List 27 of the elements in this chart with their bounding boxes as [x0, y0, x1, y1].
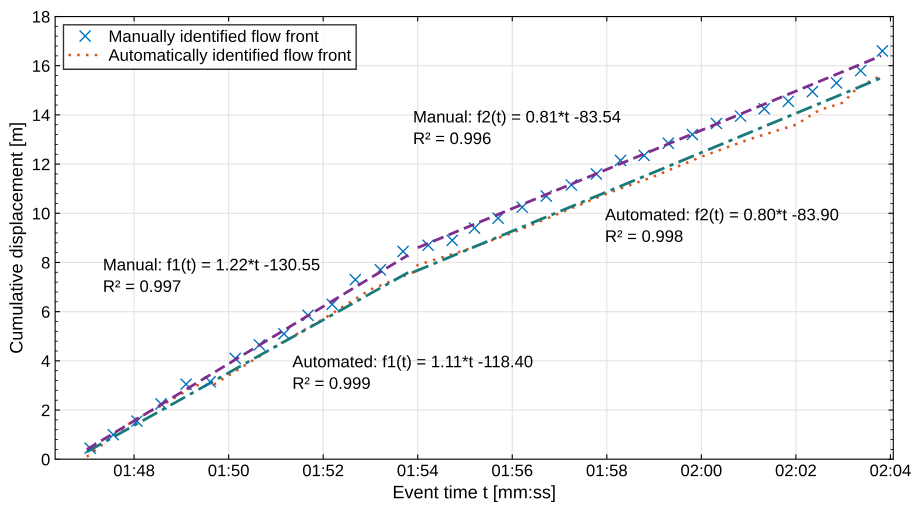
annotation: Automated: f2(t) = 0.80*t -83.90 R² = 0.998: [604, 208, 838, 242]
y-tick-label: 4: [41, 355, 50, 367]
y-tick-label: 16: [33, 60, 50, 72]
y-tick-label: 18: [33, 10, 50, 23]
x-axis-title: Event time t [mm:ss]: [394, 485, 555, 502]
y-tick-label: 6: [42, 306, 50, 318]
x-tick-label: 01:54: [398, 464, 438, 476]
x-tick-label: 01:50: [208, 464, 249, 476]
annotation: Manual: f2(t) = 0.81*t -83.54 R² = 0.996: [414, 110, 621, 144]
y-tick-label: 10: [33, 208, 50, 220]
y-tick-label: 8: [42, 256, 50, 269]
y-axis-title: Cumulative displacement [m]: [9, 123, 26, 353]
x-tick-label: 01:52: [302, 464, 344, 476]
y-tick-label: 2: [42, 404, 50, 416]
x-tick-label: 01:58: [586, 464, 627, 476]
y-tick-label: 12: [33, 158, 50, 170]
annotation: Automated: f1(t) = 1.11*t -118.40 R² = 0.999: [292, 355, 532, 390]
y-tick-label: 0: [42, 454, 50, 466]
x-tick-label: 01:48: [114, 464, 154, 476]
annotation: Manual: f1(t) = 1.22*t -130.55 R² = 0.997: [104, 258, 320, 292]
x-tick-label: 02:00: [681, 464, 722, 476]
legend-label: Manually identified flow front: [110, 30, 319, 46]
x-tick-label: 02:04: [870, 464, 911, 476]
y-tick-label: 14: [33, 109, 50, 121]
legend-label: Automatically identified flow front: [108, 48, 352, 64]
x-tick-label: 01:56: [492, 464, 532, 476]
x-tick-label: 02:02: [776, 464, 816, 476]
